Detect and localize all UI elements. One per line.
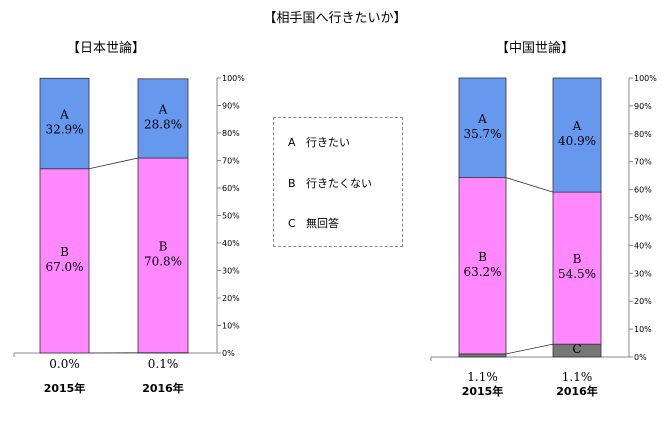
connector-line [505,343,554,355]
y-tick-label: 100% [222,74,245,83]
segment-key-a: A [572,119,582,133]
data-label-b: 54.5% [558,267,596,281]
legend-item-a: A 行きたい [288,134,350,150]
y-tick-label: 10% [634,325,652,334]
y-tick-label: 50% [634,214,652,223]
x-tick-label: 2016年 [142,381,184,395]
legend-key-c: C [288,217,296,230]
y-tick-label: 100% [634,74,657,83]
y-tick-label: 40% [222,239,240,248]
data-label-c: 1.1% [562,370,593,384]
data-label-a: 35.7% [463,127,501,141]
segment-key-c: C [572,342,581,356]
y-tick-label: 80% [222,129,240,138]
data-label-c: 1.1% [467,370,498,384]
segment-key-b: B [159,239,168,253]
segment-key-b: B [478,250,487,264]
x-tick-label: 2016年 [556,384,598,398]
legend-label-a: 行きたい [306,136,350,149]
segment-key-a: A [59,108,69,122]
legend-item-c: C 無回答 [288,215,339,231]
y-tick-label: 60% [222,184,240,193]
bar-segment-a [137,78,189,159]
legend-key-a: A [288,136,296,149]
segment-key-b: B [60,245,69,259]
main-title: 【相手国へ行きたいか】 [263,11,406,26]
y-tick-label: 0% [222,349,235,358]
x-tick-label: 2015年 [44,381,86,395]
bar-segment-a [552,77,602,193]
data-label-a: 32.9% [45,123,83,137]
y-tick-label: 40% [634,241,652,250]
connector-line [505,177,554,193]
legend-item-b: B 行きたくない [288,175,372,191]
y-tick-label: 50% [222,212,240,221]
y-tick-label: 90% [634,102,652,111]
connector-line [88,157,139,170]
x-tick-label: 2015年 [462,384,504,398]
legend-label-b: 行きたくない [306,177,372,190]
legend-key-b: B [288,177,296,190]
y-tick-label: 20% [634,297,652,306]
bar-segment-b [552,191,602,345]
data-label-a: 28.8% [144,117,182,131]
segment-key-b: B [573,252,582,266]
segment-key-a: A [477,112,487,126]
bar-segment-a [39,77,90,170]
bar-segment-a [458,77,507,179]
y-tick-label: 30% [222,267,240,276]
y-tick-label: 30% [634,269,652,278]
legend: A 行きたい B 行きたくない C 無回答 [273,117,403,247]
segment-key-a: A [158,102,168,116]
data-label-c: 0.0% [49,357,80,371]
legend-label-c: 無回答 [306,217,339,230]
data-label-b: 63.2% [463,265,501,279]
panel-title: 【中国世論】 [496,40,574,56]
bar-segment-b [458,177,507,355]
data-label-a: 40.9% [558,134,596,148]
y-tick-label: 70% [222,157,240,166]
y-tick-label: 80% [634,130,652,139]
data-label-c: 0.1% [148,357,179,371]
y-tick-label: 0% [634,353,647,362]
y-tick-label: 60% [634,186,652,195]
bar-segment-b [39,168,90,354]
panel-title: 【日本世論】 [67,40,145,56]
y-tick-label: 90% [222,102,240,111]
y-tick-label: 70% [634,158,652,167]
data-label-b: 70.8% [144,254,182,268]
data-label-b: 67.0% [45,260,83,274]
y-tick-label: 20% [222,294,240,303]
y-tick-label: 10% [222,322,240,331]
